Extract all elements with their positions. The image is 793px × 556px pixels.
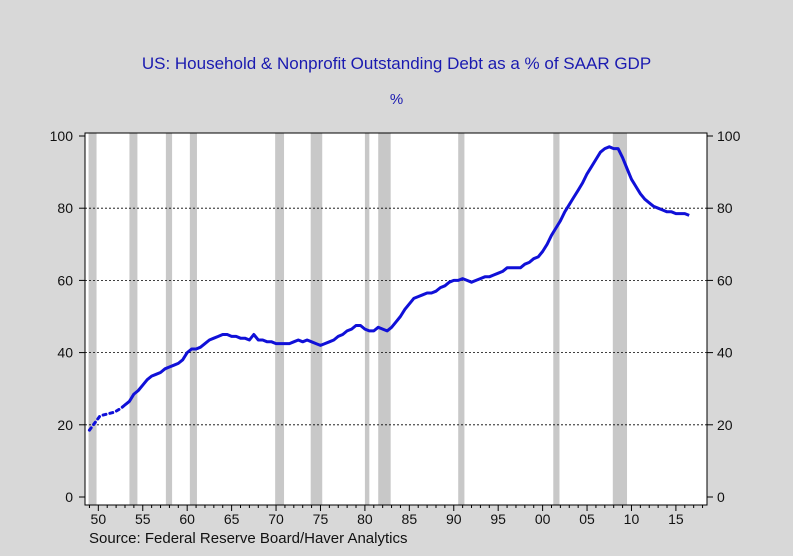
x-axis: 50 55 60 65 70 75 80 85 90 95 00 05 10 15	[88, 505, 704, 527]
recession-band	[165, 133, 173, 505]
y-tick-label-left: 0	[65, 489, 73, 505]
x-tick-label: 15	[668, 511, 684, 527]
y-tick-label-left: 80	[57, 200, 73, 216]
x-tick-label: 55	[135, 511, 151, 527]
x-tick-label: 80	[357, 511, 373, 527]
x-tick-label: 70	[268, 511, 284, 527]
chart-subtitle: %	[389, 91, 404, 108]
x-tick-label: 05	[579, 511, 595, 527]
x-tick-label: 10	[624, 511, 640, 527]
y-tick-label-right: 40	[717, 345, 733, 361]
recession-band	[129, 133, 138, 505]
y-tick-label-left: 100	[50, 128, 74, 144]
x-tick-label: 00	[535, 511, 551, 527]
recession-bands	[88, 133, 628, 505]
recession-band	[553, 133, 560, 505]
chart-title: US: Household & Nonprofit Outstanding De…	[141, 54, 652, 73]
series-line-early	[87, 403, 127, 432]
y-tick-label-right: 80	[717, 200, 733, 216]
plot-frame	[84, 132, 708, 506]
y-axis: 0 0 20 20 40 40 60 60 80 80 100 100	[50, 128, 741, 505]
recession-band	[275, 133, 285, 505]
recession-band	[378, 133, 391, 505]
x-tick-label: 50	[91, 511, 107, 527]
x-tick-label: 60	[179, 511, 195, 527]
recession-band	[458, 133, 465, 505]
recession-band	[88, 133, 97, 505]
source-note: Source: Federal Reserve Board/Haver Anal…	[89, 530, 407, 547]
x-tick-label: 85	[402, 511, 418, 527]
y-tick-label-right: 100	[717, 128, 741, 144]
recession-band	[612, 133, 628, 505]
recession-band	[189, 133, 197, 505]
y-tick-label-right: 0	[717, 489, 725, 505]
x-tick-label: 65	[224, 511, 240, 527]
series-layer	[87, 145, 690, 432]
plot-background	[85, 133, 707, 505]
x-tick-label: 90	[446, 511, 462, 527]
x-tick-label: 75	[313, 511, 329, 527]
y-tick-label-right: 20	[717, 417, 733, 433]
y-tick-label-left: 60	[57, 272, 73, 288]
recession-band	[310, 133, 323, 505]
y-tick-label-left: 40	[57, 345, 73, 361]
recession-band	[364, 133, 370, 505]
series-line	[124, 145, 690, 407]
y-tick-label-left: 20	[57, 417, 73, 433]
y-tick-label-right: 60	[717, 272, 733, 288]
x-tick-label: 95	[490, 511, 506, 527]
